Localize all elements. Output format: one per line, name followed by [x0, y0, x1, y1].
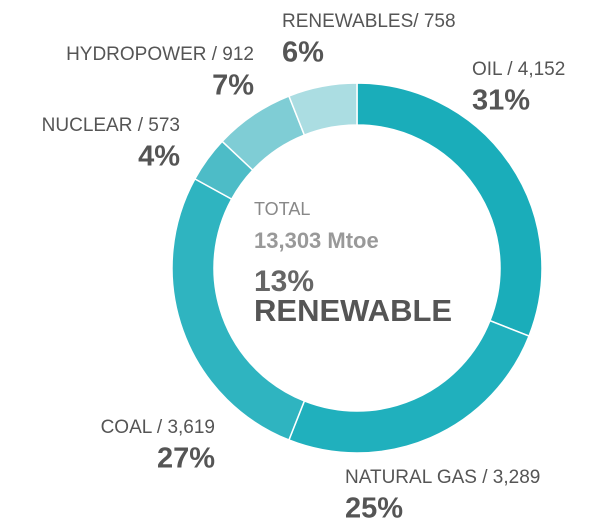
- slice-label: NUCLEAR / 573: [42, 115, 180, 136]
- slice-percent: 7%: [212, 70, 254, 102]
- center-text: RENEWABLE: [254, 293, 452, 328]
- slice-percent: 31%: [472, 85, 530, 117]
- slice-label: COAL / 3,619: [101, 417, 215, 438]
- slice-label: HYDROPOWER / 912: [66, 44, 254, 65]
- slice-label: NATURAL GAS / 3,289: [345, 467, 540, 488]
- slice-percent: 6%: [282, 37, 324, 69]
- donut-slice: [287, 319, 530, 454]
- center-text: TOTAL: [254, 199, 310, 219]
- donut-slice: [287, 82, 358, 137]
- slice-percent: 4%: [138, 141, 180, 173]
- center-text: 13%: [254, 265, 314, 298]
- slice-percent: 25%: [345, 493, 403, 524]
- slice-percent: 27%: [157, 443, 215, 475]
- slice-label: RENEWABLES/ 758: [282, 11, 456, 32]
- center-text: 13,303 Mtoe: [254, 228, 379, 253]
- slice-label: OIL / 4,152: [472, 59, 565, 80]
